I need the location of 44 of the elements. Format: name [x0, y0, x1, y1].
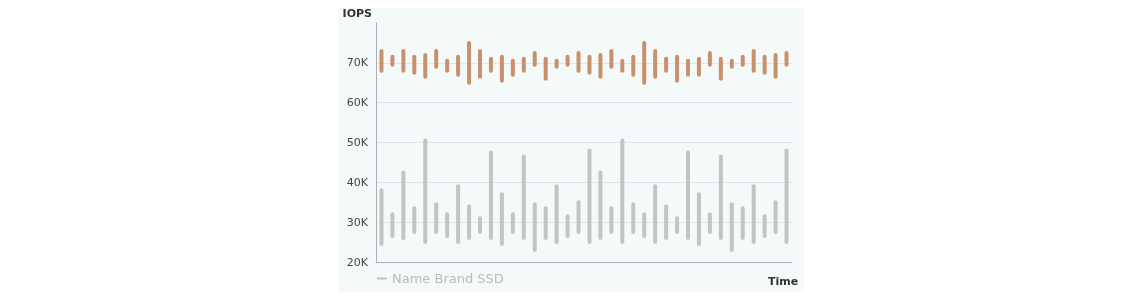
bar [664, 204, 669, 241]
bar [467, 204, 472, 241]
y-tick-label: 40K [346, 175, 369, 189]
y-tick-label: 60K [346, 96, 369, 110]
bar [696, 192, 701, 247]
legend-label: Name Brand SSD [392, 271, 504, 286]
bar [729, 202, 734, 253]
bar [653, 184, 658, 245]
bar [521, 154, 526, 241]
bar [401, 170, 406, 241]
y-tick-label: 50K [346, 136, 369, 149]
bar [532, 202, 537, 253]
x-axis-title: Time [768, 275, 799, 288]
bar [784, 148, 789, 245]
bar [642, 40, 647, 85]
bar [456, 184, 461, 245]
bar [740, 206, 745, 241]
bar [499, 192, 504, 247]
bar [718, 154, 723, 241]
y-tick-label: 30K [346, 215, 369, 229]
bar [488, 150, 493, 241]
bar [434, 202, 439, 235]
bar [686, 150, 690, 241]
bar [587, 148, 592, 245]
bar [751, 184, 756, 245]
bar [423, 138, 428, 245]
y-tick-label: 20K [346, 255, 369, 269]
bar [773, 200, 778, 235]
bar [543, 206, 548, 241]
bar [653, 48, 658, 79]
y-tick-label: 70K [346, 56, 369, 70]
bar [478, 48, 482, 79]
bar [379, 188, 384, 247]
bar [598, 170, 603, 241]
y-axis-title: IOPS [342, 7, 373, 20]
bar [609, 206, 614, 235]
bar [467, 40, 472, 85]
bar [675, 54, 680, 83]
bar [554, 184, 559, 245]
bar [499, 54, 504, 83]
bar [620, 138, 625, 245]
bar [576, 200, 581, 235]
bar [631, 202, 636, 235]
bar [412, 206, 417, 235]
